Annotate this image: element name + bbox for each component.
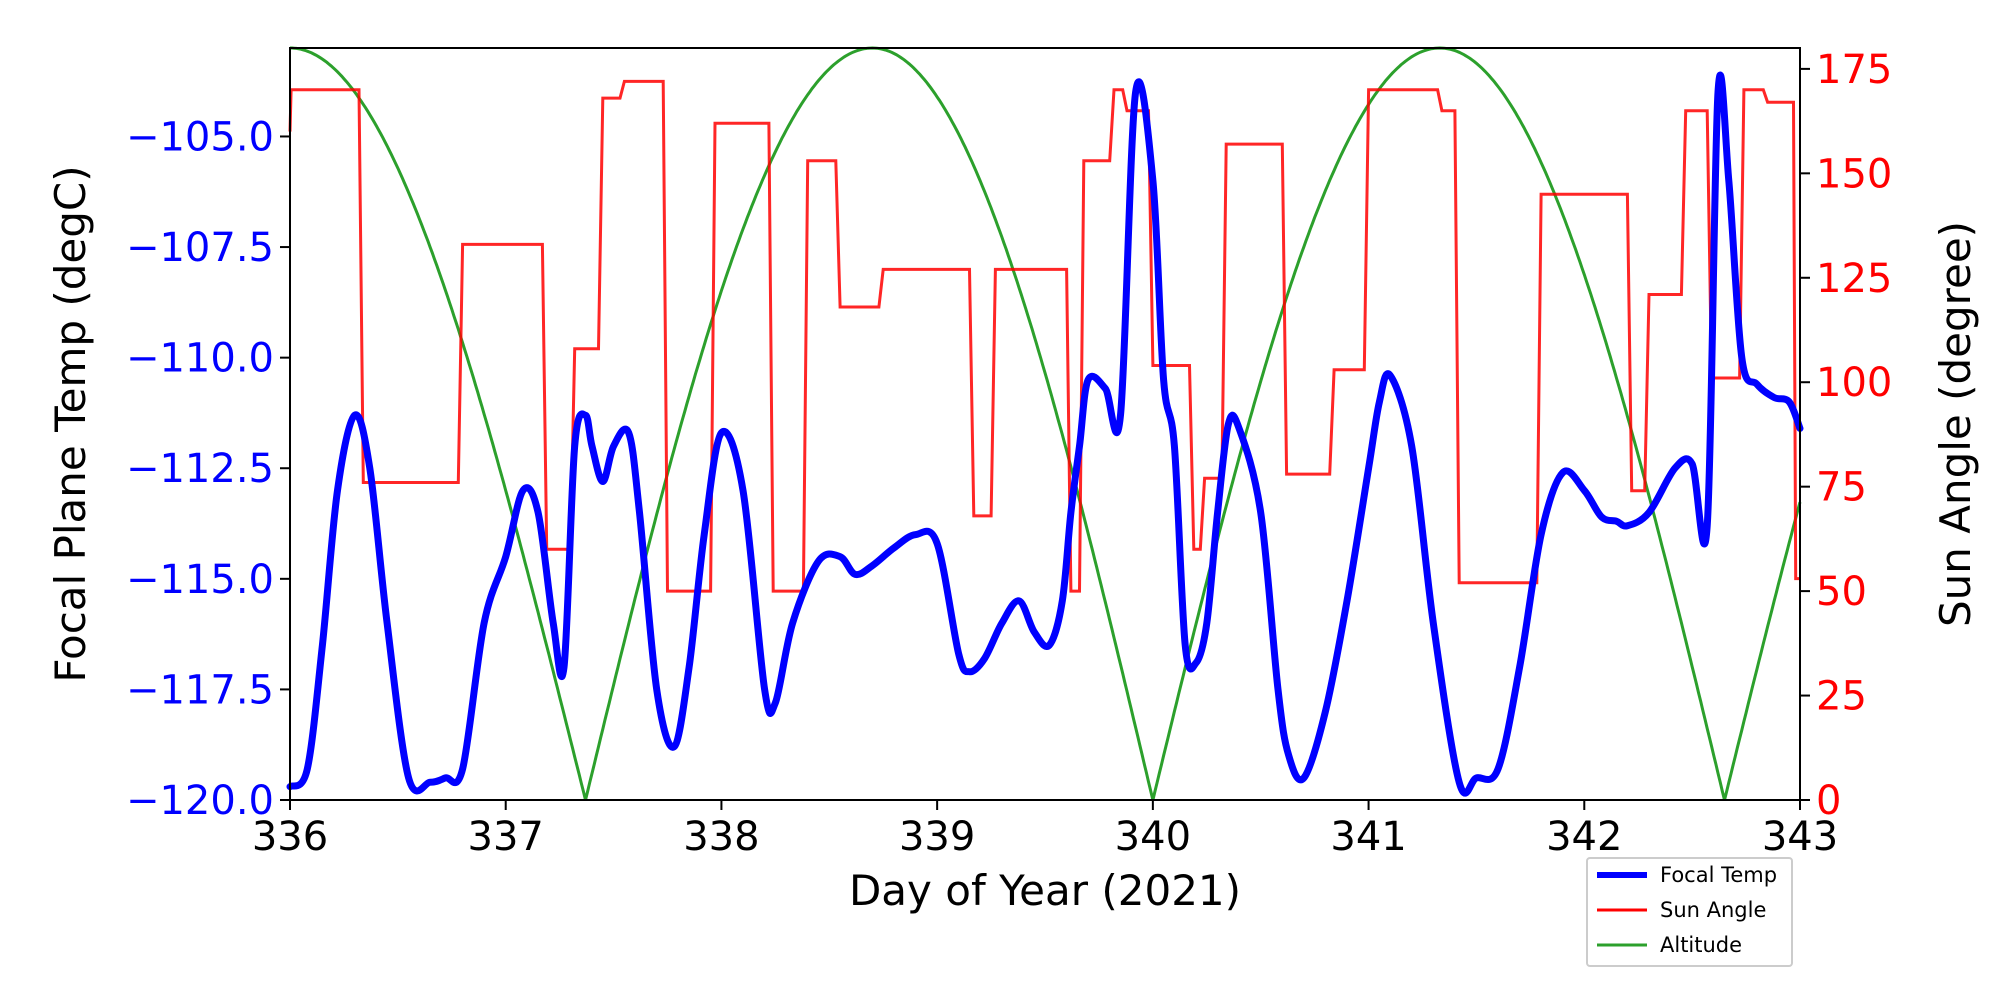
y-axis-left: −120.0 −117.5 −115.0 −112.5 −110.0 −107.5 −105… [126, 114, 290, 824]
series-altitude-line [290, 46, 1802, 801]
x-tick-label: 342 [1546, 814, 1622, 860]
x-axis: 336 337 338 339 340 341 342 343 [252, 800, 1838, 860]
legend-label-altitude: Altitude [1660, 933, 1742, 957]
legend-label-sun: Sun Angle [1660, 898, 1766, 922]
y-right-tick-label: 25 [1816, 674, 1867, 720]
y-left-tick-label: −115.0 [126, 557, 274, 603]
y-right-tick-label: 150 [1816, 151, 1892, 197]
series-sun-angle-line [288, 79, 1800, 593]
x-tick-label: 340 [1115, 814, 1191, 860]
series-layer [286, 46, 1804, 801]
x-tick-label: 338 [683, 814, 759, 860]
y-right-tick-label: 100 [1816, 360, 1892, 406]
x-tick-label: 343 [1762, 814, 1838, 860]
y-right-tick-label: 0 [1816, 778, 1841, 824]
series-focal-temp-line [286, 71, 1804, 797]
y-right-tick-label: 75 [1816, 465, 1867, 511]
y-right-tick-label: 175 [1816, 47, 1892, 93]
x-axis-label: Day of Year (2021) [849, 866, 1241, 915]
plot-frame [289, 47, 1801, 801]
x-tick-label: 341 [1330, 814, 1406, 860]
y-axis-left-label: Focal Plane Temp (degC) [46, 165, 95, 682]
x-tick-label: 336 [252, 814, 328, 860]
y-left-tick-label: −107.5 [126, 225, 274, 271]
y-left-tick-label: −110.0 [126, 336, 274, 382]
legend-label-focal: Focal Temp [1660, 863, 1777, 887]
y-left-tick-label: −105.0 [126, 114, 274, 160]
y-left-tick-label: −120.0 [126, 778, 274, 824]
y-right-tick-label: 50 [1816, 569, 1867, 615]
x-tick-label: 337 [468, 814, 544, 860]
y-left-tick-label: −112.5 [126, 446, 274, 492]
y-right-tick-label: 125 [1816, 256, 1892, 302]
x-tick-label: 339 [899, 814, 975, 860]
legend: Focal Temp Sun Angle Altitude [1586, 857, 1793, 967]
y-axis-right: 0 25 50 75 100 125 150 175 [1800, 47, 1892, 824]
y-axis-right-label: Sun Angle (degree) [1931, 221, 1980, 627]
y-left-tick-label: −117.5 [126, 667, 274, 713]
legend-box [1586, 857, 1793, 967]
